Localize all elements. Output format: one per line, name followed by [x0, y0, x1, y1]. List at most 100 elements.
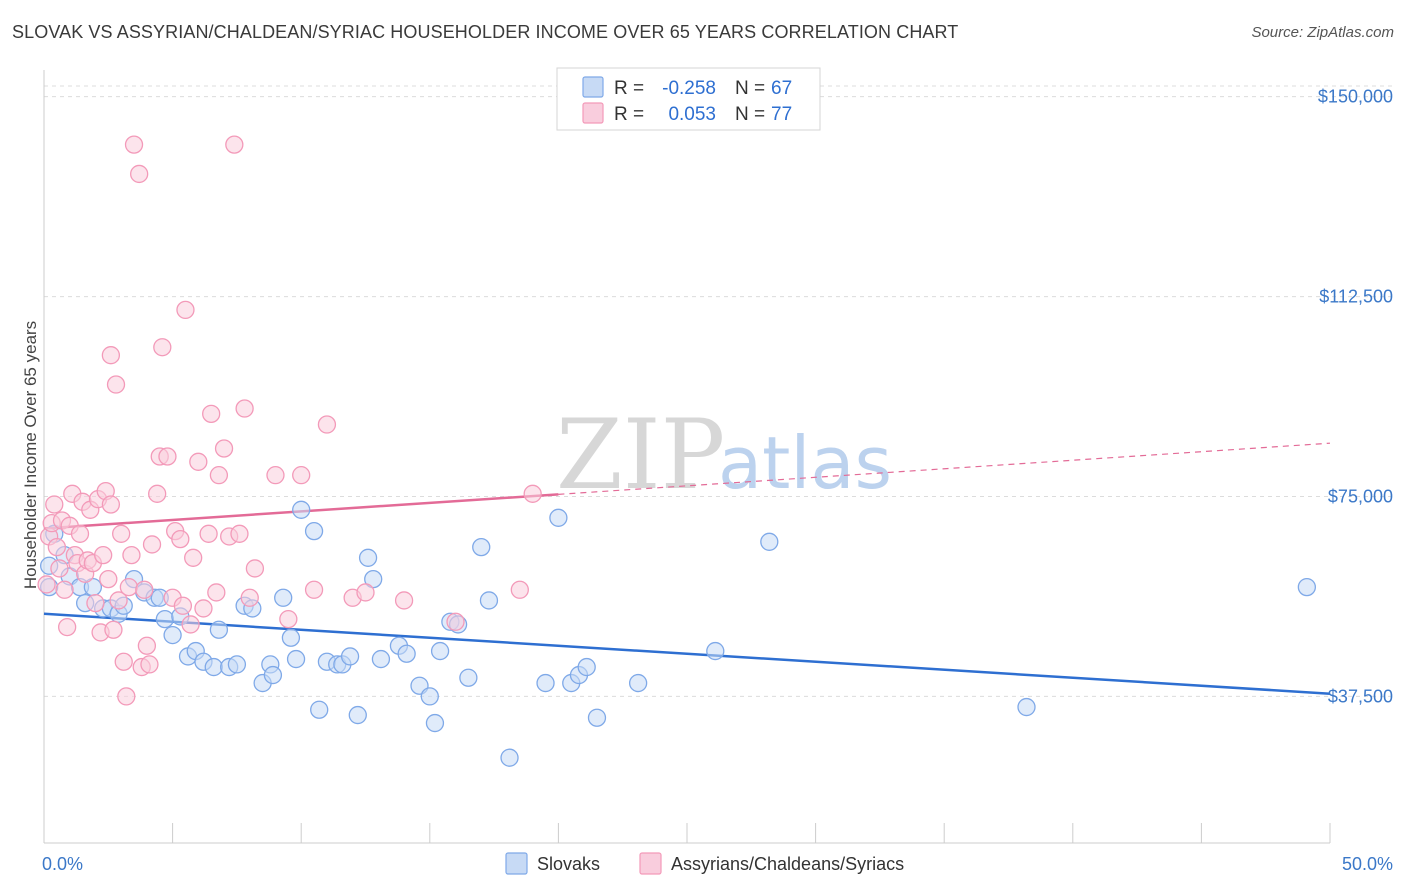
point-slovak-53 — [459, 668, 478, 687]
x-tick-labels: 0.0% 50.0% — [42, 854, 1393, 874]
point-assyrian-70 — [317, 415, 337, 434]
legend-n-label-0: N = — [735, 78, 765, 99]
point-slovak-34 — [292, 500, 311, 519]
point-slovak-22 — [204, 657, 223, 677]
point-assyrian-55 — [199, 524, 218, 543]
point-assyrian-49 — [173, 596, 193, 615]
watermark: ZIP atlas — [556, 399, 892, 511]
point-assyrian-57 — [207, 583, 226, 602]
point-slovak-42 — [358, 548, 378, 567]
point-assyrian-38 — [135, 580, 154, 599]
point-assyrian-30 — [112, 524, 131, 543]
point-assyrian-33 — [119, 577, 139, 597]
point-slovak-64 — [706, 641, 725, 661]
trend-line-1-dashed — [558, 442, 1331, 495]
point-assyrian-59 — [214, 439, 234, 458]
point-slovak-67 — [1297, 577, 1317, 597]
legend-r-value-0: -0.258 — [662, 78, 716, 99]
point-slovak-33 — [286, 649, 306, 669]
point-assyrian-64 — [240, 588, 259, 607]
point-slovak-48 — [420, 687, 439, 706]
point-assyrian-58 — [209, 466, 229, 485]
data-points — [37, 135, 1317, 767]
point-slovak-32 — [281, 628, 301, 647]
point-slovak-55 — [479, 591, 499, 610]
point-assyrian-42 — [148, 484, 167, 503]
point-assyrian-7 — [55, 580, 74, 599]
point-assyrian-35 — [124, 135, 144, 154]
point-assyrian-44 — [153, 338, 172, 357]
point-assyrian-66 — [266, 466, 285, 485]
y-axis-title: Householder Income Over 65 years — [21, 321, 40, 589]
point-assyrian-41 — [142, 535, 162, 554]
point-slovak-41 — [348, 705, 367, 725]
point-slovak-40 — [340, 647, 360, 666]
point-slovak-25 — [227, 655, 247, 674]
point-assyrian-13 — [70, 524, 90, 543]
point-assyrian-51 — [181, 615, 200, 634]
point-slovak-62 — [587, 708, 607, 727]
point-slovak-58 — [549, 508, 568, 527]
point-assyrian-62 — [230, 524, 249, 543]
legend-n-value-1: 77 — [771, 104, 792, 125]
point-assyrian-36 — [130, 164, 149, 184]
point-assyrian-76 — [523, 484, 542, 503]
point-slovak-61 — [577, 657, 596, 677]
point-assyrian-65 — [245, 559, 265, 578]
series-legend: Slovaks Assyrians/Chaldeans/Syriacs — [505, 852, 904, 875]
point-assyrian-68 — [292, 466, 311, 485]
point-assyrian-32 — [117, 687, 136, 706]
point-assyrian-0 — [37, 575, 56, 594]
point-slovak-30 — [263, 665, 283, 685]
point-assyrian-54 — [194, 599, 213, 618]
legend-r-value-1: 0.053 — [668, 104, 716, 125]
point-assyrian-26 — [101, 346, 121, 365]
watermark-zip: ZIP — [556, 399, 725, 511]
point-slovak-50 — [430, 641, 450, 661]
point-assyrian-73 — [394, 591, 414, 610]
y-tick-label-0: $37,500 — [1328, 686, 1393, 706]
point-slovak-46 — [397, 644, 416, 663]
legend-n-value-0: 67 — [771, 78, 792, 99]
x-tick-label-1: 50.0% — [1342, 854, 1393, 874]
point-assyrian-31 — [114, 652, 133, 671]
point-assyrian-75 — [510, 580, 529, 599]
point-assyrian-74 — [446, 612, 465, 631]
point-assyrian-72 — [356, 583, 375, 602]
series-legend-label-0: Slovaks — [537, 854, 600, 874]
source-label: Source: ZipAtlas.com — [1251, 24, 1394, 41]
legend-swatch-1 — [582, 102, 604, 124]
point-assyrian-8 — [57, 617, 77, 637]
point-assyrian-61 — [225, 135, 244, 154]
point-slovak-44 — [371, 649, 391, 669]
point-slovak-31 — [274, 588, 293, 607]
point-assyrian-29 — [109, 591, 128, 610]
point-slovak-17 — [163, 625, 182, 645]
x-tick-label-0: 0.0% — [42, 854, 83, 874]
watermark-atlas: atlas — [718, 421, 892, 505]
legend-r-label-0: R = — [614, 78, 644, 99]
point-assyrian-40 — [140, 655, 159, 674]
point-assyrian-52 — [184, 548, 203, 567]
point-assyrian-48 — [171, 529, 190, 549]
y-tick-labels: $37,500 $75,000 $112,500 $150,000 — [1318, 87, 1393, 707]
point-assyrian-67 — [279, 609, 298, 629]
point-slovak-36 — [310, 700, 329, 719]
point-assyrian-19 — [86, 593, 105, 613]
point-assyrian-4 — [47, 537, 67, 557]
legend-r-label-1: R = — [614, 104, 644, 125]
point-slovak-54 — [472, 537, 491, 557]
series-legend-label-1: Assyrians/Chaldeans/Syriacs — [671, 854, 904, 874]
point-assyrian-50 — [176, 300, 195, 320]
point-assyrian-69 — [304, 580, 324, 599]
point-assyrian-39 — [137, 636, 157, 655]
point-assyrian-24 — [99, 569, 118, 589]
chart-title: SLOVAK VS ASSYRIAN/CHALDEAN/SYRIAC HOUSE… — [12, 22, 959, 42]
legend-n-label-1: N = — [735, 104, 765, 125]
point-slovak-63 — [628, 673, 648, 693]
point-assyrian-63 — [235, 399, 254, 418]
point-assyrian-27 — [104, 620, 123, 639]
point-slovak-35 — [304, 521, 324, 541]
point-slovak-49 — [425, 713, 445, 733]
